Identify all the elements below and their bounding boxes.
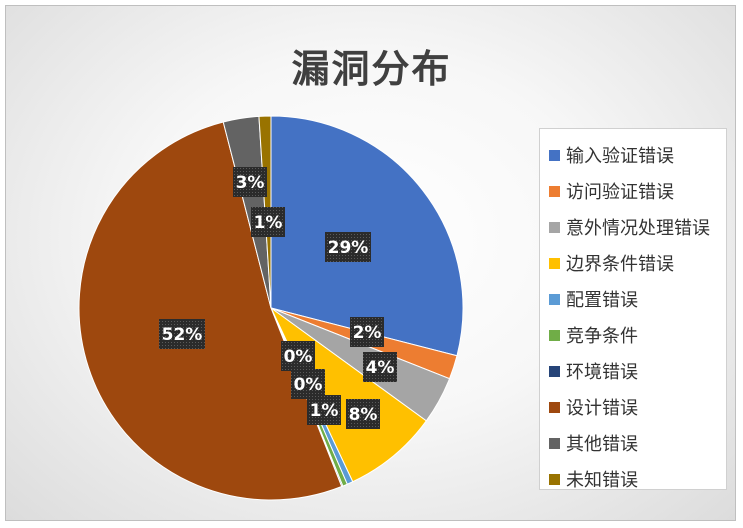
- legend-item: 输入验证错误: [549, 137, 726, 173]
- data-label: 2%: [350, 317, 384, 347]
- legend-label: 访问验证错误: [566, 182, 674, 203]
- data-label: 3%: [233, 167, 267, 197]
- svg-text:4%: 4%: [366, 358, 395, 378]
- legend-item: 设计错误: [549, 389, 726, 425]
- svg-text:52%: 52%: [162, 325, 203, 345]
- pie-chart: 29% 2% 4% 8% 1% 0% 0% 52% 3% 1%: [78, 115, 464, 501]
- data-label: 52%: [159, 319, 205, 349]
- legend-swatch: [549, 401, 560, 413]
- svg-text:0%: 0%: [284, 347, 313, 367]
- data-label: 1%: [251, 207, 285, 237]
- legend-item: 未知错误: [549, 461, 726, 497]
- legend-swatch: [549, 329, 560, 341]
- legend-swatch: [549, 149, 560, 161]
- legend-item: 意外情况处理错误: [549, 209, 726, 245]
- svg-text:0%: 0%: [294, 375, 323, 395]
- legend-swatch: [549, 365, 560, 377]
- legend-label: 配置错误: [566, 290, 638, 311]
- pie-slice: [78, 121, 343, 501]
- legend-label: 边界条件错误: [566, 254, 674, 275]
- legend-swatch: [549, 185, 560, 197]
- legend-swatch: [549, 293, 560, 305]
- data-label: 29%: [325, 232, 371, 262]
- legend-label: 竞争条件: [566, 326, 638, 347]
- legend-item: 配置错误: [549, 281, 726, 317]
- svg-text:2%: 2%: [353, 323, 382, 343]
- svg-text:1%: 1%: [310, 401, 339, 421]
- data-label: 0%: [281, 341, 315, 371]
- svg-text:29%: 29%: [328, 238, 369, 258]
- legend-item: 其他错误: [549, 425, 726, 461]
- legend-label: 设计错误: [566, 398, 638, 419]
- svg-text:1%: 1%: [254, 213, 283, 233]
- legend: 输入验证错误 访问验证错误意外情况处理错误 边界条件错误 配置错误竞争条件环境错误设计…: [539, 128, 727, 491]
- svg-text:8%: 8%: [349, 405, 378, 425]
- svg-text:3%: 3%: [236, 173, 265, 193]
- legend-label: 意外情况处理错误: [566, 218, 710, 239]
- legend-item: 访问验证错误: [549, 173, 726, 209]
- chart-area: 漏洞分布 29% 2% 4% 8% 1% 0% 0% 52% 3% 1% 输入验证错误 访问验证错误…: [5, 5, 736, 521]
- legend-swatch: [549, 437, 560, 449]
- legend-swatch: [549, 473, 560, 485]
- legend-item: 竞争条件: [549, 317, 726, 353]
- data-label: 8%: [346, 399, 380, 429]
- legend-label: 输入验证错误: [566, 146, 674, 167]
- data-label: 4%: [363, 352, 397, 382]
- data-label: 1%: [307, 395, 341, 425]
- legend-label: 其他错误: [566, 434, 638, 455]
- legend-swatch: [549, 221, 560, 233]
- legend-label: 环境错误: [566, 362, 638, 383]
- legend-item: 环境错误: [549, 353, 726, 389]
- chart-title: 漏洞分布: [291, 47, 452, 91]
- data-label: 0%: [291, 369, 325, 399]
- legend-item: 边界条件错误: [549, 245, 726, 281]
- legend-label: 未知错误: [566, 470, 638, 491]
- legend-swatch: [549, 257, 560, 269]
